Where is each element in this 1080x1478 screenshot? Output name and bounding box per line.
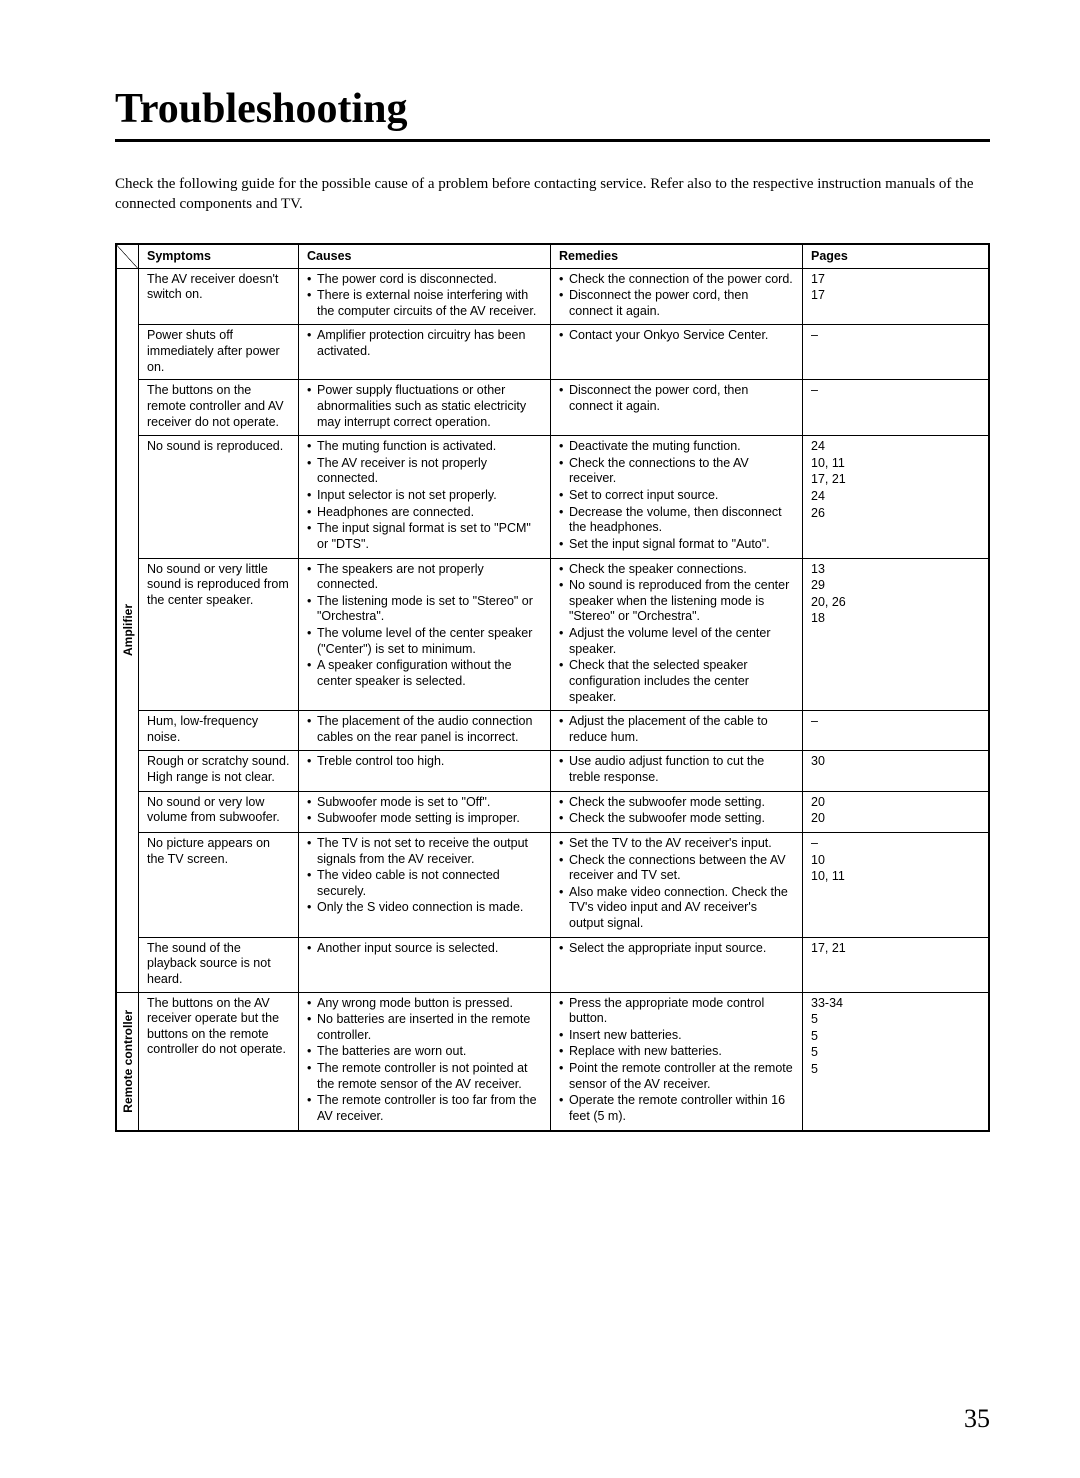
symptom-cell: No picture appears on the TV screen. [139, 833, 299, 937]
table-row: No sound or very low volume from subwoof… [139, 792, 988, 833]
header-causes: Causes [299, 245, 551, 268]
causes-cell: Another input source is selected. [299, 938, 551, 992]
page-title: Troubleshooting [115, 85, 990, 133]
symptom-cell: The sound of the playback source is not … [139, 938, 299, 992]
causes-cell: Any wrong mode button is pressed.No batt… [299, 993, 551, 1130]
symptom-cell: No sound or very little sound is reprodu… [139, 559, 299, 711]
pages-cell: 17, 21 [803, 938, 988, 992]
causes-cell: Amplifier protection circuitry has been … [299, 325, 551, 379]
causes-cell: The muting function is activated.The AV … [299, 436, 551, 557]
table-row: Power shuts off immediately after power … [139, 325, 988, 380]
remedies-cell: Use audio adjust function to cut the tre… [551, 751, 803, 790]
category-label: Amplifier [121, 604, 135, 656]
remedies-cell: Disconnect the power cord, then connect … [551, 380, 803, 435]
table-row: Hum, low-frequency noise.The placement o… [139, 711, 988, 751]
symptom-cell: The AV receiver doesn't switch on. [139, 269, 299, 325]
title-rule [115, 139, 990, 142]
intro-text: Check the following guide for the possib… [115, 174, 990, 215]
table-row: No sound or very little sound is reprodu… [139, 559, 988, 712]
remedies-cell: Check the speaker connections.No sound i… [551, 559, 803, 711]
table-row: The AV receiver doesn't switch on.The po… [139, 269, 988, 326]
pages-cell: 132920, 2618 [803, 559, 988, 711]
header-symptoms: Symptoms [139, 245, 299, 268]
category-label: Remote controller [121, 1010, 135, 1113]
troubleshooting-table: Amplifier Remote controller Symptoms Caus… [115, 243, 990, 1132]
causes-cell: The TV is not set to receive the output … [299, 833, 551, 937]
symptom-cell: Hum, low-frequency noise. [139, 711, 299, 750]
table-section: The buttons on the AV receiver operate b… [139, 993, 988, 1130]
table-row: The buttons on the remote controller and… [139, 380, 988, 436]
remedies-cell: Check the subwoofer mode setting.Check t… [551, 792, 803, 832]
pages-cell: – [803, 325, 988, 379]
causes-cell: Power supply fluctuations or other abnor… [299, 380, 551, 435]
table-row: No picture appears on the TV screen.The … [139, 833, 988, 938]
header-diagonal [117, 245, 138, 269]
remedies-cell: Set the TV to the AV receiver's input.Ch… [551, 833, 803, 937]
table-row: The buttons on the AV receiver operate b… [139, 993, 988, 1130]
causes-cell: Subwoofer mode is set to "Off".Subwoofer… [299, 792, 551, 832]
symptom-cell: Power shuts off immediately after power … [139, 325, 299, 379]
symptom-cell: The buttons on the AV receiver operate b… [139, 993, 299, 1130]
pages-cell: 2410, 1117, 212426 [803, 436, 988, 557]
table-row: The sound of the playback source is not … [139, 938, 988, 992]
remedies-cell: Adjust the placement of the cable to red… [551, 711, 803, 750]
pages-cell: 2020 [803, 792, 988, 832]
pages-cell: 33-345555 [803, 993, 988, 1130]
remedies-cell: Deactivate the muting function.Check the… [551, 436, 803, 557]
header-pages: Pages [803, 245, 988, 268]
pages-cell: – [803, 380, 988, 435]
causes-cell: The speakers are not properly connected.… [299, 559, 551, 711]
pages-cell: –1010, 11 [803, 833, 988, 937]
symptom-cell: No sound or very low volume from subwoof… [139, 792, 299, 832]
header-remedies: Remedies [551, 245, 803, 268]
table-header-row: Symptoms Causes Remedies Pages [139, 245, 988, 269]
causes-cell: The placement of the audio connection ca… [299, 711, 551, 750]
page-number: 35 [964, 1404, 990, 1434]
pages-cell: 30 [803, 751, 988, 790]
symptom-cell: Rough or scratchy sound. High range is n… [139, 751, 299, 790]
pages-cell: 1717 [803, 269, 988, 325]
table-row: No sound is reproduced.The muting functi… [139, 436, 988, 558]
category-cell: Remote controller [117, 993, 138, 1130]
causes-cell: Treble control too high. [299, 751, 551, 790]
remedies-cell: Select the appropriate input source. [551, 938, 803, 992]
category-cell: Amplifier [117, 269, 138, 993]
remedies-cell: Contact your Onkyo Service Center. [551, 325, 803, 379]
pages-cell: – [803, 711, 988, 750]
remedies-cell: Check the connection of the power cord.D… [551, 269, 803, 325]
table-section: The AV receiver doesn't switch on.The po… [139, 269, 988, 993]
remedies-cell: Press the appropriate mode control butto… [551, 993, 803, 1130]
symptom-cell: The buttons on the remote controller and… [139, 380, 299, 435]
symptom-cell: No sound is reproduced. [139, 436, 299, 557]
table-row: Rough or scratchy sound. High range is n… [139, 751, 988, 791]
causes-cell: The power cord is disconnected.There is … [299, 269, 551, 325]
